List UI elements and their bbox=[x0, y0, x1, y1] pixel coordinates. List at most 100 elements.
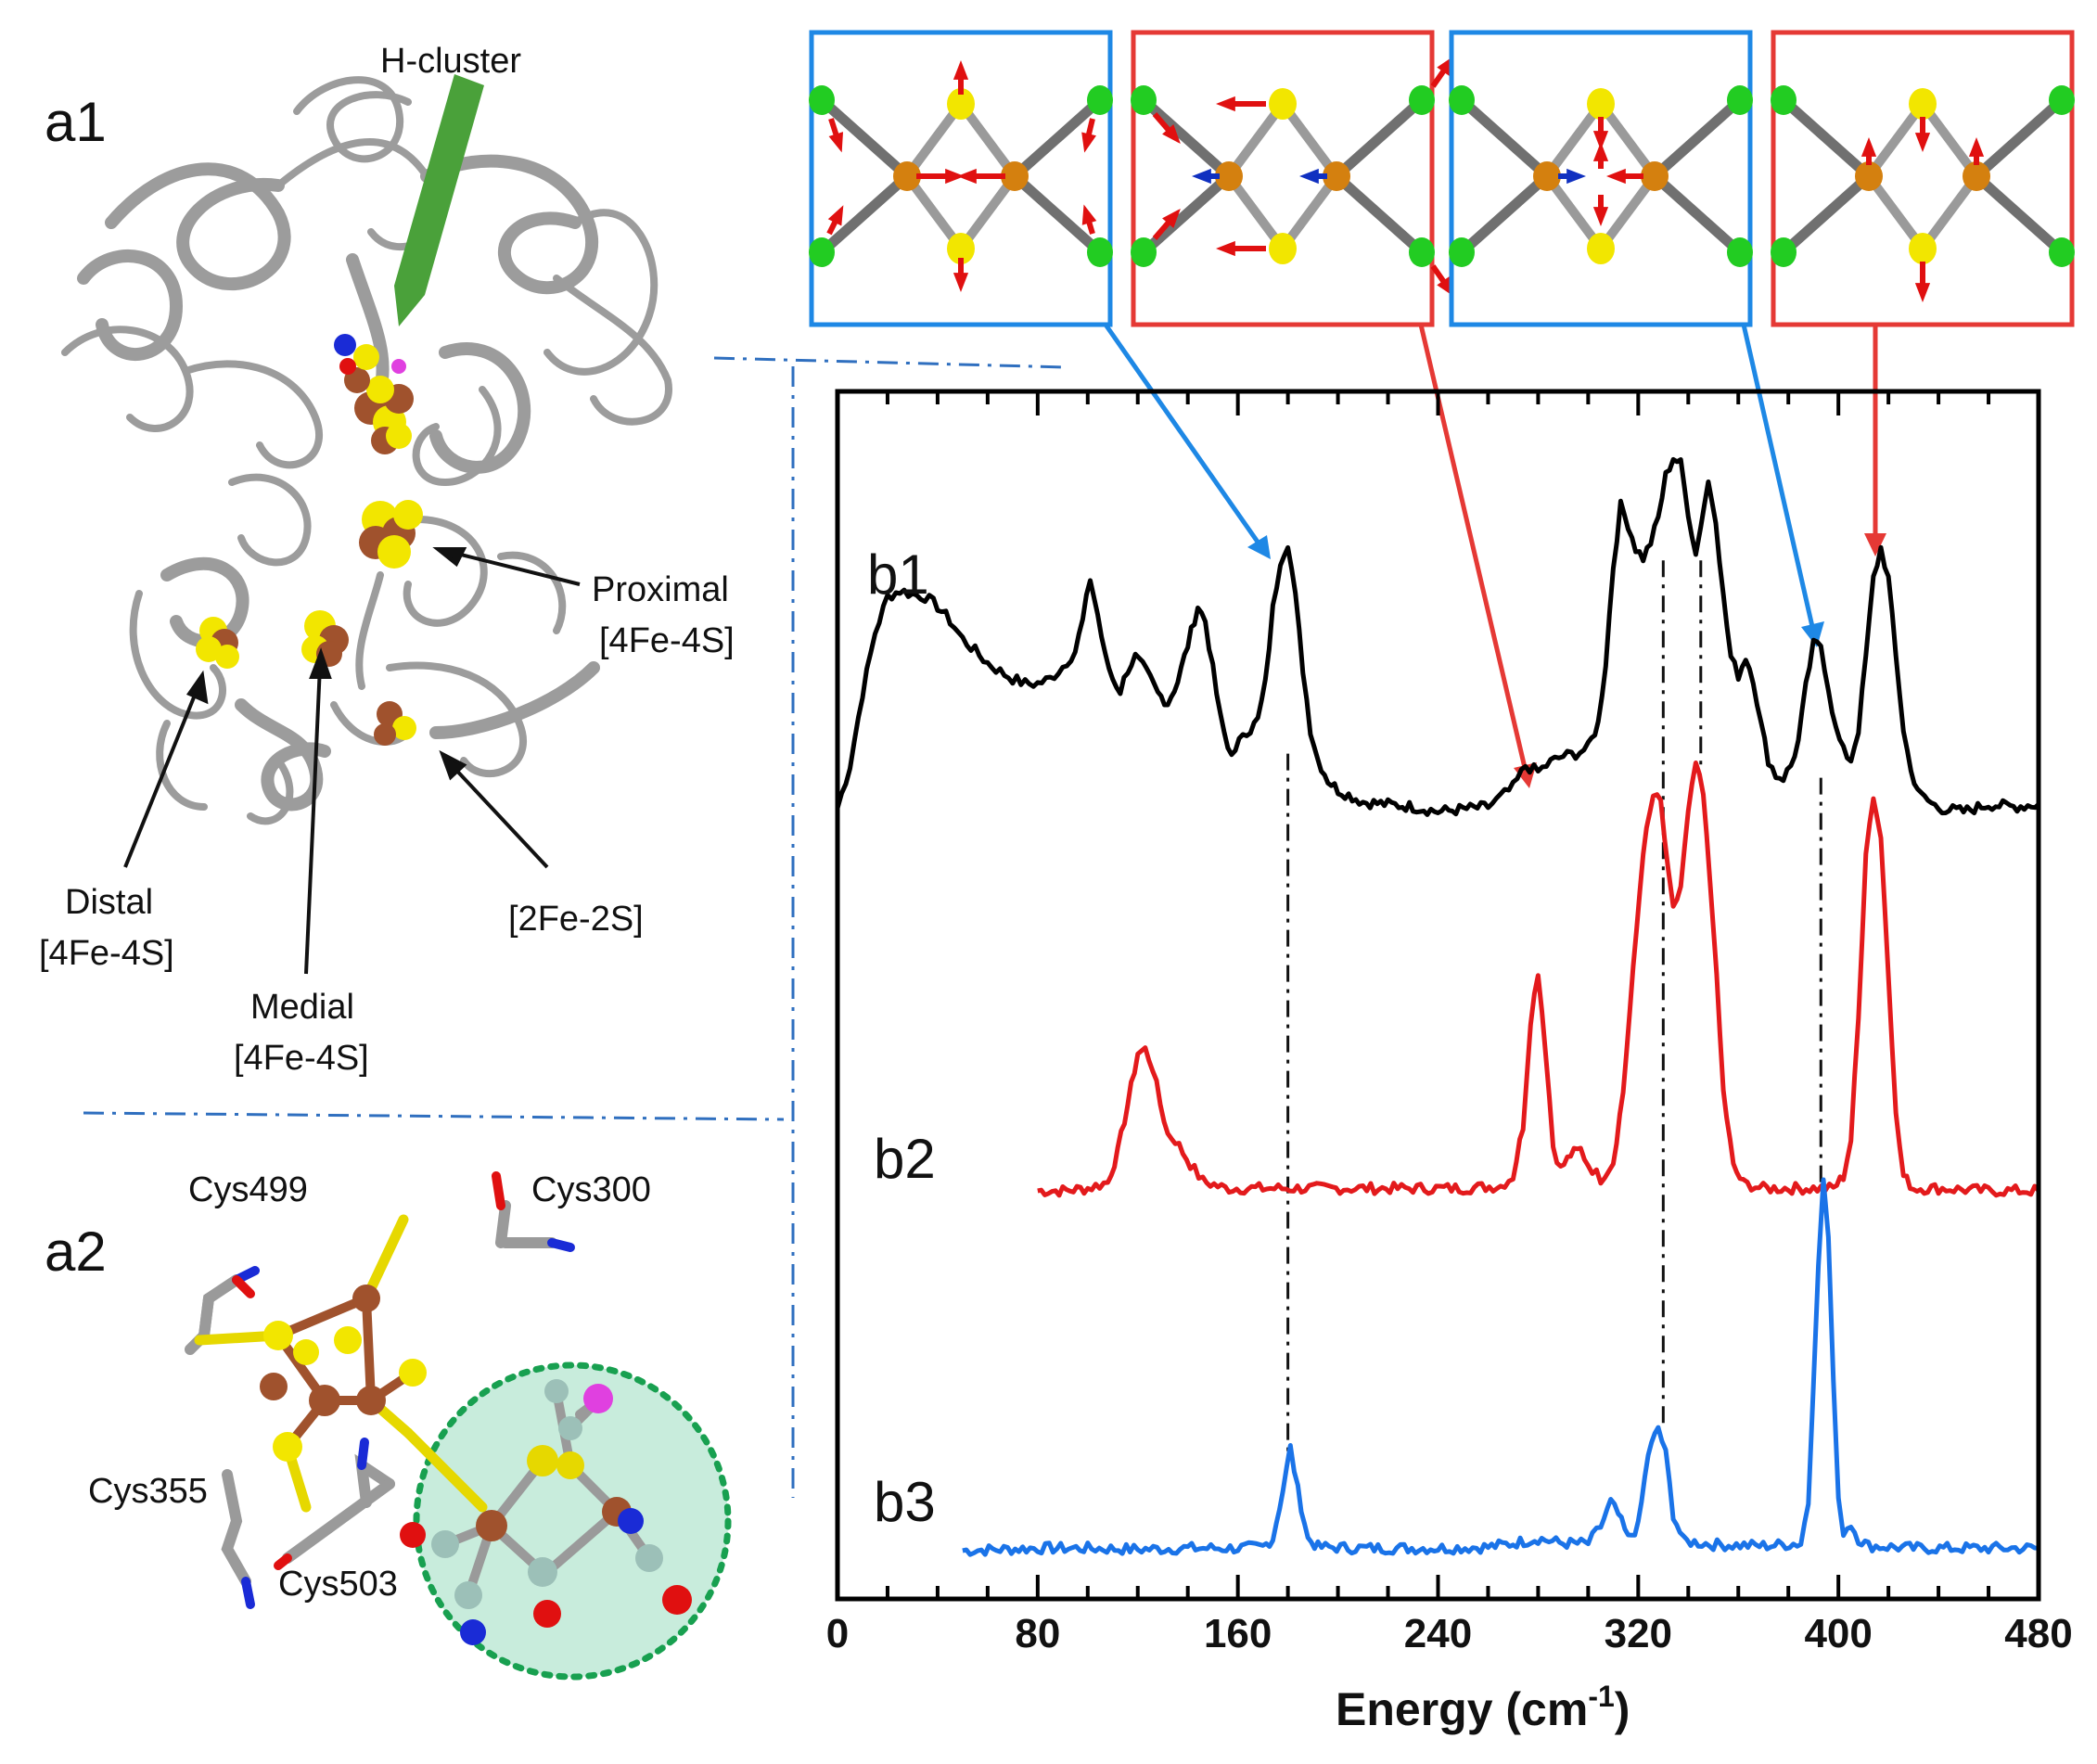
ligand-atom bbox=[1087, 85, 1113, 115]
iron-atom bbox=[893, 161, 921, 191]
mode-arrow-head bbox=[953, 60, 969, 80]
bond bbox=[902, 173, 965, 251]
sulfur-atom bbox=[1269, 233, 1297, 264]
h-cluster-atoms bbox=[334, 334, 414, 454]
sulfur-atom bbox=[1909, 233, 1937, 264]
ribbon-strand bbox=[156, 720, 208, 811]
mode-arrow-head bbox=[1299, 168, 1319, 185]
ligand-atom bbox=[1409, 237, 1435, 267]
x-tick-label: 160 bbox=[1204, 1611, 1272, 1656]
mode-box-4 bbox=[1771, 30, 2075, 327]
sulfur-atom bbox=[947, 233, 975, 264]
bond bbox=[1333, 172, 1426, 257]
mode-arrow-head bbox=[1566, 168, 1586, 185]
x-tick-label: 400 bbox=[1804, 1611, 1872, 1656]
proximal-label-sub: [4Fe-4S] bbox=[599, 621, 735, 660]
mode-box-1 bbox=[809, 30, 1113, 327]
mode-box-frame bbox=[1449, 30, 1753, 327]
ribbon-strand bbox=[543, 209, 659, 376]
mode-arrow-head bbox=[945, 168, 965, 185]
ribbon-strand bbox=[247, 757, 294, 825]
ligand-atom bbox=[809, 237, 835, 267]
series-line-b3 bbox=[962, 1177, 2039, 1557]
ligand-atom bbox=[2049, 85, 2075, 115]
ribbon-strand bbox=[77, 249, 183, 361]
bond bbox=[1140, 172, 1233, 257]
mode-arrow-head bbox=[1162, 124, 1181, 145]
mode-arrow-head bbox=[827, 205, 844, 226]
ligand-atom bbox=[1771, 237, 1797, 267]
bond bbox=[902, 101, 965, 179]
medial-cluster-atoms bbox=[301, 610, 349, 667]
distal-label: Distal bbox=[65, 883, 153, 922]
ligand-atom bbox=[1449, 237, 1475, 267]
bond bbox=[818, 96, 911, 181]
bond bbox=[1780, 96, 1873, 181]
ribbon-strand bbox=[403, 516, 488, 627]
ribbon-strand bbox=[228, 473, 312, 567]
series-line-b1 bbox=[835, 456, 2040, 817]
mode-arrow-head bbox=[1606, 168, 1626, 185]
bond bbox=[818, 172, 911, 257]
dividers bbox=[83, 356, 1068, 1498]
ribbon-strand bbox=[235, 698, 331, 812]
spectrum-chart: 0 80 160 240 320 400 480 Energy (cm-1) b1 b2 b… bbox=[826, 389, 2073, 1735]
mode-arrow-head bbox=[953, 273, 969, 292]
fe2s2-label: [2Fe-2S] bbox=[508, 900, 644, 939]
ribbon-strand bbox=[386, 661, 527, 778]
mode-arrow-head bbox=[1216, 96, 1235, 112]
panel-label-a2: a2 bbox=[45, 1221, 107, 1283]
highlight-circle bbox=[413, 1361, 732, 1681]
fe2s2-cluster-atoms bbox=[374, 701, 416, 746]
series-label-b2: b2 bbox=[874, 1128, 936, 1190]
proximal-label: Proximal bbox=[592, 570, 729, 609]
ligand-atom bbox=[1409, 85, 1435, 115]
ribbon-strand bbox=[293, 76, 412, 163]
bond bbox=[1864, 173, 1927, 251]
x-tick-label: 80 bbox=[1015, 1611, 1060, 1656]
ribbon-strand bbox=[355, 571, 384, 690]
residue-cys355: Cys355 bbox=[88, 1472, 208, 1511]
bond bbox=[1651, 172, 1744, 257]
iron-atom bbox=[1963, 161, 1990, 191]
protein-ribbon bbox=[61, 76, 672, 825]
mode-arrow-head bbox=[957, 168, 977, 185]
iron-atom bbox=[1323, 161, 1350, 191]
mode-arrow-head bbox=[1216, 240, 1235, 257]
ligand-atom bbox=[1727, 85, 1753, 115]
bond bbox=[1458, 172, 1551, 257]
pointer-arrows bbox=[123, 547, 581, 975]
ligand-atom bbox=[1771, 85, 1797, 115]
bond bbox=[1918, 173, 1981, 251]
bond bbox=[1011, 172, 1104, 257]
bond bbox=[1140, 96, 1233, 181]
ribbon-strand bbox=[420, 154, 598, 295]
bond bbox=[1973, 172, 2065, 257]
iron-atom bbox=[1001, 161, 1029, 191]
mode-box-frame bbox=[1131, 30, 1435, 327]
h-cluster-arrow bbox=[394, 74, 484, 326]
vibrational-mode-boxes bbox=[809, 30, 2075, 327]
bond bbox=[1333, 96, 1426, 181]
mode-arrow-head bbox=[1592, 131, 1609, 150]
series-line-b2 bbox=[1037, 761, 2040, 1198]
ligand-atom bbox=[2049, 237, 2075, 267]
sulfur-atom bbox=[1587, 233, 1615, 264]
panel-label-a1: a1 bbox=[45, 91, 107, 153]
bond bbox=[1973, 96, 2065, 181]
iron-atom bbox=[1533, 161, 1561, 191]
x-axis: 0 80 160 240 320 400 480 bbox=[826, 391, 2073, 1656]
bond bbox=[1224, 173, 1287, 251]
bond bbox=[1458, 96, 1551, 181]
bond bbox=[1011, 96, 1104, 181]
ligand-atom bbox=[809, 85, 835, 115]
sulfur-atom bbox=[947, 88, 975, 120]
mode-arrow-head bbox=[1968, 137, 1985, 157]
mode-arrow-head bbox=[1162, 208, 1181, 228]
ribbon-strand bbox=[160, 556, 249, 648]
ribbon-strand bbox=[105, 162, 291, 291]
bond bbox=[1864, 101, 1927, 179]
mode-arrow-head bbox=[1081, 132, 1096, 153]
series-label-b3: b3 bbox=[874, 1471, 936, 1533]
